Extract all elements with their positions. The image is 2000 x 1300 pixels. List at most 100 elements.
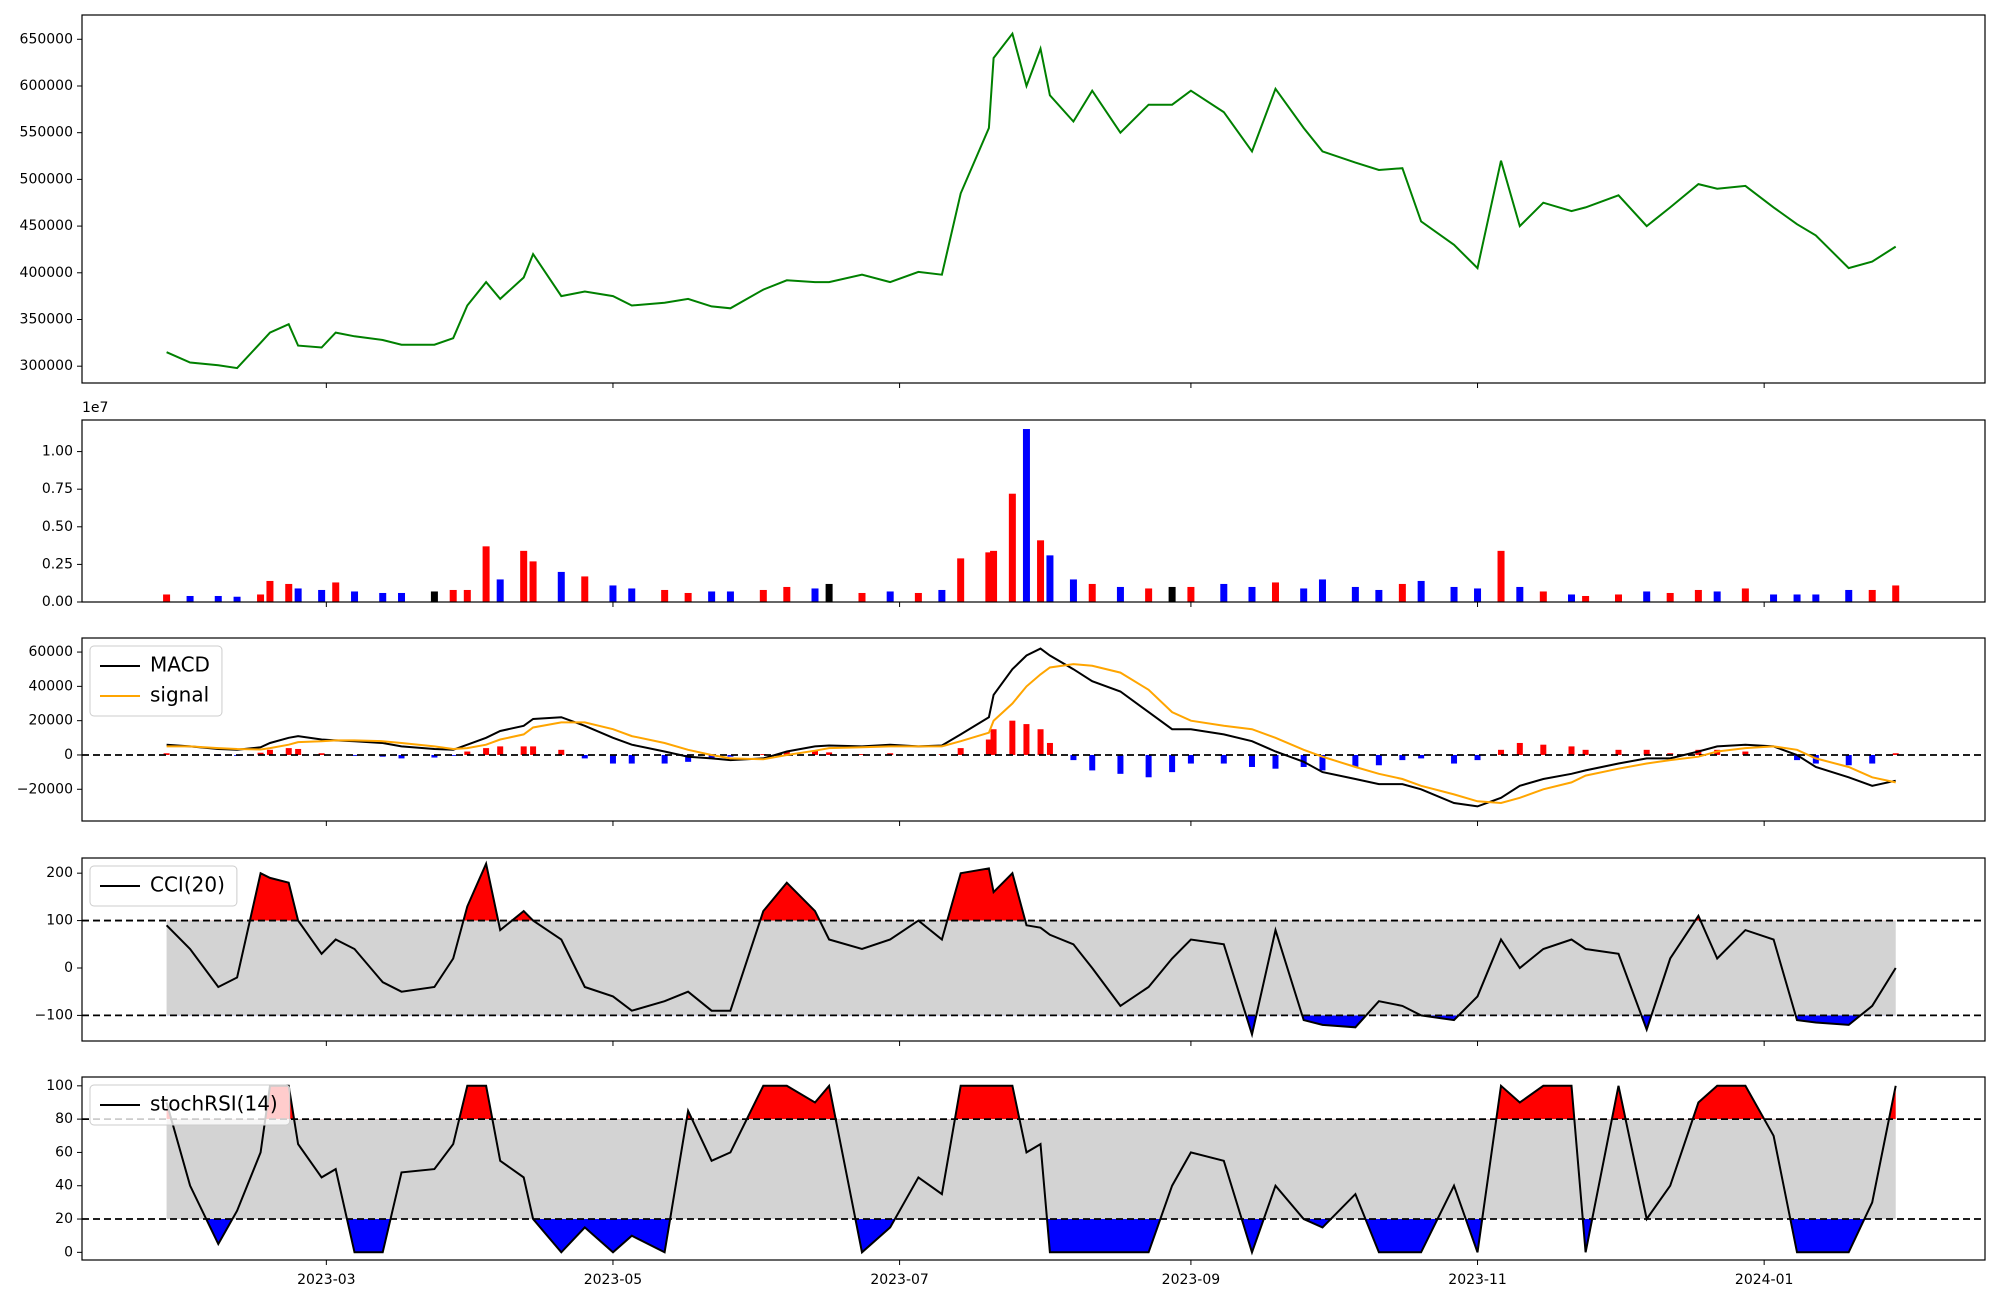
histogram-bar <box>1568 746 1575 755</box>
volume-bar <box>163 594 171 602</box>
price-line <box>166 31 1897 370</box>
histogram-bar <box>985 739 992 755</box>
histogram-bar <box>1399 754 1406 761</box>
y-tick-label: −20000 <box>17 781 73 797</box>
histogram-bar <box>1375 754 1382 766</box>
y-tick-label: 500000 <box>20 171 73 187</box>
volume-bar <box>1713 591 1721 602</box>
volume-bar <box>351 591 359 602</box>
histogram-bar <box>450 754 457 756</box>
legend-box <box>89 865 238 907</box>
volume-bar <box>496 579 504 602</box>
axes-frame <box>81 1076 1986 1261</box>
volume-bar <box>1793 594 1801 602</box>
axes-frame <box>81 857 1986 1042</box>
y-tick-label: 300000 <box>20 358 73 374</box>
axes-frame <box>81 637 1986 822</box>
histogram-bar <box>1145 754 1152 778</box>
volume-bar <box>233 596 241 602</box>
volume-bar <box>449 589 457 602</box>
volume-bar <box>266 580 274 602</box>
volume-bar <box>482 546 490 602</box>
series-line <box>166 663 1896 805</box>
histogram-bar <box>257 752 264 755</box>
volume-bar <box>1187 586 1195 602</box>
legend-label: CCI(20) <box>150 873 225 897</box>
histogram-bar <box>1540 744 1547 755</box>
volume-bar <box>985 552 993 602</box>
histogram-bar <box>1070 754 1077 761</box>
volume-bar <box>1116 586 1124 602</box>
legend-box <box>89 1084 291 1126</box>
histogram-bar <box>1643 749 1650 755</box>
histogram-bar <box>1009 720 1016 755</box>
volume-bar <box>957 558 965 602</box>
volume-bar <box>318 589 326 602</box>
axes-frame <box>81 14 1986 384</box>
volume-bar <box>886 591 894 602</box>
series-line <box>166 647 1896 808</box>
histogram-bar <box>295 748 302 755</box>
volume-bar <box>1845 589 1853 602</box>
volume-bar <box>285 583 293 602</box>
y-tick-label: 20000 <box>28 713 73 729</box>
volume-bar <box>1892 585 1900 602</box>
volume-bar <box>783 586 791 602</box>
histogram-bar <box>266 749 273 755</box>
legend: stochRSI(14) <box>89 1084 291 1126</box>
volume-bar <box>1643 591 1651 602</box>
histogram-bar <box>520 746 527 755</box>
histogram-bar <box>1742 751 1749 755</box>
y-tick-label: 0.75 <box>42 481 73 497</box>
volume-bar <box>1474 588 1482 602</box>
volume-bar <box>609 585 617 602</box>
legend-label: signal <box>150 683 209 707</box>
histogram-bar <box>1117 754 1124 774</box>
band <box>166 920 1896 1016</box>
y-tick-label: 0.50 <box>42 519 73 535</box>
y-tick-label: 60 <box>55 1144 73 1160</box>
volume-bar <box>661 589 669 602</box>
volume-bar <box>257 594 265 602</box>
volume-bar <box>1812 594 1820 602</box>
volume-bar <box>332 582 340 602</box>
volume-bar <box>1046 555 1054 602</box>
histogram-bar <box>1794 754 1801 761</box>
histogram-bar <box>1516 742 1523 755</box>
histogram-bar <box>1451 754 1458 764</box>
histogram-bar <box>858 754 865 755</box>
y-tick-label: 80 <box>55 1111 73 1127</box>
y-tick-label: 550000 <box>20 125 73 141</box>
volume-bar <box>1088 583 1096 602</box>
histogram-bar <box>1845 754 1852 766</box>
histogram-bar <box>1352 754 1359 767</box>
histogram-bar <box>1319 754 1326 771</box>
histogram-bar <box>628 754 635 764</box>
volume-bar <box>1417 580 1425 602</box>
volume-bar <box>1450 586 1458 602</box>
histogram-bar <box>760 754 767 755</box>
volume-bar <box>529 561 537 602</box>
volume-bar <box>520 550 528 602</box>
histogram-bar <box>1869 754 1876 764</box>
above-fill <box>249 863 1701 921</box>
y-tick-label: 0.00 <box>42 594 73 610</box>
y-tick-label: 400000 <box>20 265 73 281</box>
histogram-bar <box>1248 754 1255 767</box>
histogram-bar <box>1089 754 1096 771</box>
histogram-bar <box>1272 754 1279 769</box>
volume-bar <box>1741 588 1749 602</box>
axes-frame <box>81 419 1986 603</box>
y-tick-label: 600000 <box>20 78 73 94</box>
below-fill <box>166 1219 1896 1253</box>
histogram-bar <box>1474 754 1481 761</box>
histogram-bar <box>1220 754 1227 764</box>
histogram-bar <box>1046 742 1053 755</box>
histogram-bar <box>609 754 616 764</box>
histogram-bar <box>163 753 170 755</box>
y-tick-label: 100 <box>46 1078 73 1094</box>
volume-bar <box>581 576 589 602</box>
volume-bar <box>1145 588 1153 602</box>
y-tick-label: 40000 <box>28 678 73 694</box>
